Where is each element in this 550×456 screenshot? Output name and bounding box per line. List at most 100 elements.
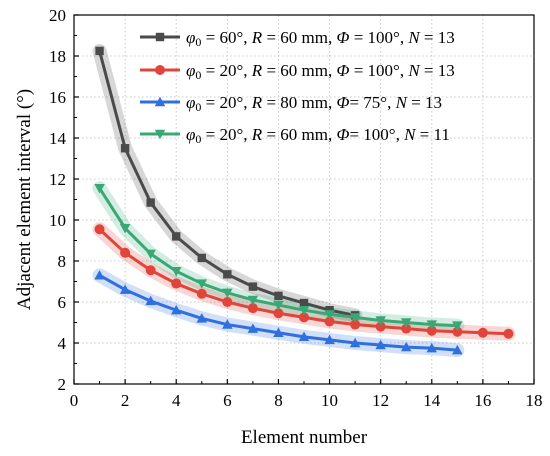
data-point bbox=[94, 184, 105, 194]
legend-item-3: φ0 = 20°, R = 80 mm, Φ= 75°, N = 13 bbox=[140, 93, 442, 114]
data-point bbox=[94, 224, 105, 235]
legend-label-part: = 20°, bbox=[201, 125, 251, 144]
data-point bbox=[324, 334, 335, 345]
data-point bbox=[146, 198, 155, 207]
legend-item-4: φ0 = 20°, R = 60 mm, Φ= 100°, N = 11 bbox=[140, 125, 450, 146]
data-point bbox=[426, 342, 438, 353]
data-point bbox=[426, 320, 438, 330]
data-point bbox=[349, 313, 361, 323]
legend-label-part: Φ bbox=[336, 125, 349, 144]
data-point bbox=[119, 284, 131, 294]
data-point bbox=[299, 298, 309, 308]
y-tick-label: 12 bbox=[49, 170, 66, 189]
data-point bbox=[426, 325, 437, 336]
data-point bbox=[171, 278, 182, 289]
data-point bbox=[197, 253, 206, 263]
data-point bbox=[375, 316, 386, 326]
legend-label-part: φ bbox=[186, 28, 195, 47]
data-point bbox=[401, 323, 412, 334]
legend-label-part: R bbox=[251, 125, 263, 144]
data-point bbox=[273, 327, 284, 337]
data-point bbox=[298, 331, 310, 342]
data-point bbox=[145, 295, 156, 306]
legend-label-part: = 20°, bbox=[201, 93, 251, 112]
data-point bbox=[349, 337, 361, 348]
data-point bbox=[503, 328, 514, 339]
legend-label-part: φ bbox=[186, 61, 195, 80]
data-point bbox=[375, 339, 386, 350]
data-point bbox=[452, 344, 463, 355]
data-point bbox=[452, 326, 463, 337]
legend-label-part: = 60 mm, bbox=[262, 125, 336, 144]
legend-label-part: R bbox=[251, 28, 263, 47]
series-2 bbox=[94, 224, 514, 339]
data-point bbox=[298, 306, 310, 316]
data-point bbox=[400, 341, 412, 352]
data-point bbox=[196, 288, 207, 299]
x-tick-label: 12 bbox=[372, 391, 389, 410]
data-point bbox=[375, 321, 386, 332]
data-point bbox=[94, 270, 105, 280]
data-point bbox=[145, 249, 156, 260]
data-point bbox=[95, 46, 104, 56]
data-point bbox=[196, 313, 208, 323]
legend-label-part: φ bbox=[186, 93, 195, 112]
legend-label-part: R bbox=[251, 93, 263, 112]
data-point bbox=[155, 32, 165, 42]
legend-label-part: N bbox=[395, 93, 409, 112]
legend-label-part: = 100°, bbox=[349, 61, 408, 80]
legend-label-part: = 13 bbox=[420, 28, 455, 47]
legend-item-2: φ0 = 20°, R = 60 mm, Φ = 100°, N = 13 bbox=[140, 61, 455, 82]
x-tick-label: 8 bbox=[274, 391, 283, 410]
data-point bbox=[120, 247, 131, 258]
data-point bbox=[196, 279, 208, 289]
data-point bbox=[170, 267, 182, 277]
data-point bbox=[247, 323, 259, 333]
data-point bbox=[145, 265, 156, 276]
legend-label-part: = 80 mm, bbox=[262, 93, 336, 112]
legend-label-part: = 13 bbox=[420, 61, 455, 80]
legend-label-part: = 100°, bbox=[349, 28, 408, 47]
data-point bbox=[170, 304, 182, 315]
data-point bbox=[247, 295, 259, 306]
legend-label-part: R bbox=[251, 61, 263, 80]
data-point bbox=[120, 144, 130, 153]
data-point bbox=[119, 224, 131, 234]
legend-label: φ0 = 60°, R = 60 mm, Φ = 100°, N = 13 bbox=[186, 28, 455, 49]
data-point bbox=[324, 310, 335, 320]
legend-label-part: Φ bbox=[336, 28, 349, 47]
data-point bbox=[324, 316, 335, 327]
x-tick-label: 0 bbox=[70, 391, 79, 410]
legend-label-part: 0 bbox=[195, 68, 201, 82]
x-axis-title: Element number bbox=[241, 427, 368, 448]
data-point bbox=[299, 312, 309, 323]
y-tick-label: 8 bbox=[58, 252, 67, 271]
x-tick-label: 6 bbox=[223, 391, 232, 410]
data-point bbox=[273, 300, 284, 311]
legend-label-part: φ bbox=[186, 125, 195, 144]
y-tick-label: 14 bbox=[49, 129, 67, 148]
data-point bbox=[222, 288, 233, 299]
y-tick-label: 2 bbox=[58, 375, 67, 394]
y-tick-label: 16 bbox=[49, 88, 66, 107]
x-tick-label: 2 bbox=[121, 391, 130, 410]
legend-label-part: = 13 bbox=[407, 93, 442, 112]
legend-label: φ0 = 20°, R = 60 mm, Φ = 100°, N = 13 bbox=[186, 61, 455, 82]
data-point bbox=[222, 319, 233, 329]
series-4 bbox=[94, 184, 463, 331]
legend-label-part: = 60 mm, bbox=[262, 28, 336, 47]
series-layer bbox=[94, 46, 514, 355]
data-point bbox=[273, 308, 284, 319]
legend-label-part: 0 bbox=[195, 100, 201, 114]
series-3 bbox=[94, 270, 463, 355]
legend-label: φ0 = 20°, R = 80 mm, Φ= 75°, N = 13 bbox=[186, 93, 442, 114]
legend-label-part: = 20°, bbox=[201, 61, 251, 80]
legend-label-part: = 75°, bbox=[349, 93, 395, 112]
legend-label-part: = 60 mm, bbox=[262, 61, 336, 80]
x-tick-label: 16 bbox=[474, 391, 491, 410]
legend-label-part: N bbox=[407, 61, 421, 80]
x-tick-label: 14 bbox=[423, 391, 441, 410]
